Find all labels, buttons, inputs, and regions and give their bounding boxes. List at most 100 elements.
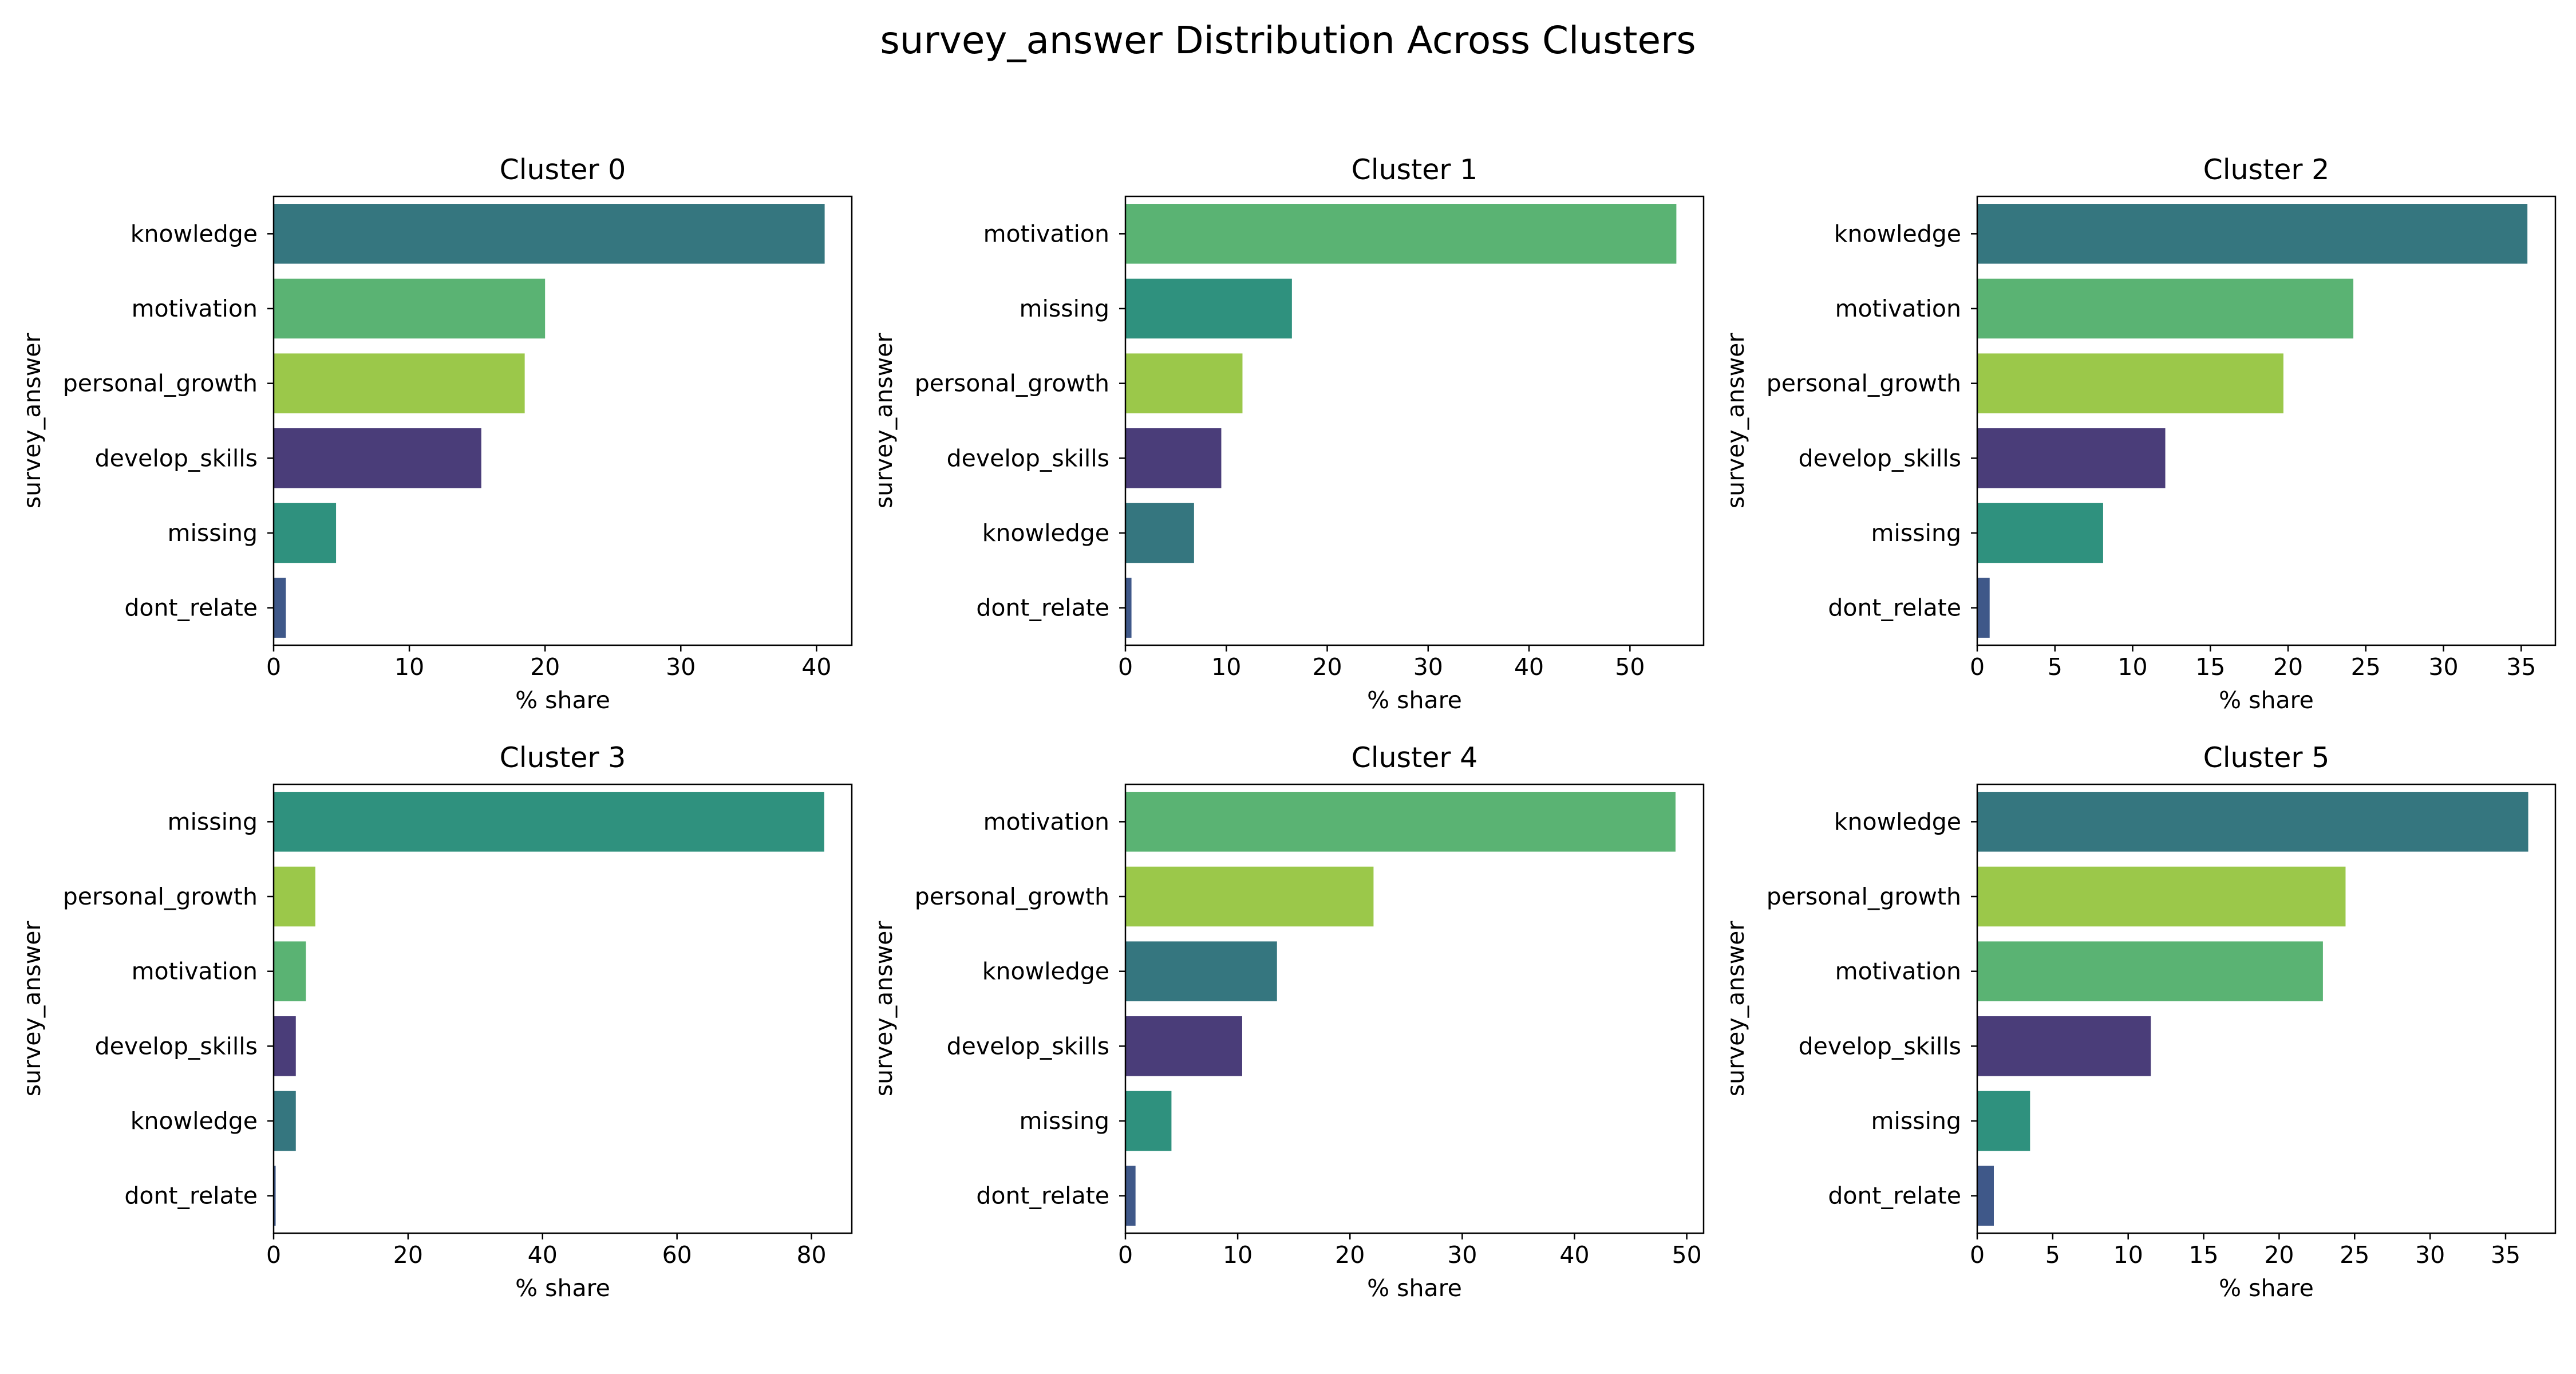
bar-develop_skills[interactable] [1125, 1016, 1242, 1076]
y-tick-label: dont_relate [1828, 1182, 1961, 1210]
x-tick-label: 5 [2048, 653, 2063, 681]
x-tick-label: 0 [1970, 1241, 1985, 1269]
bar-knowledge[interactable] [1977, 792, 2528, 852]
y-axis-label: survey_answer [18, 921, 46, 1097]
cluster-1-panel: motivation missing personal_growth develop_… [870, 153, 1705, 714]
bar-motivation[interactable] [274, 278, 546, 339]
bar-missing[interactable] [1977, 503, 2103, 563]
x-tick-label: 40 [1559, 1241, 1589, 1269]
bar-personal_growth[interactable] [274, 866, 315, 927]
y-tick-label: personal_growth [915, 370, 1109, 397]
bar-develop_skills[interactable] [1125, 428, 1222, 488]
cluster-0-panel: knowledge motivation personal_growthdevelo… [18, 153, 853, 714]
x-tick-label: 40 [801, 653, 831, 681]
bar-knowledge[interactable] [1977, 204, 2528, 264]
x-tick-label: 30 [666, 653, 696, 681]
bar-dont_relate[interactable] [1125, 1166, 1136, 1226]
x-tick-label: 30 [1413, 653, 1443, 681]
bar-personal_growth[interactable] [274, 353, 525, 413]
y-tick-label: dont_relate [124, 1182, 258, 1210]
bar-personal_growth[interactable] [1125, 353, 1243, 413]
bar-dont_relate[interactable] [1125, 578, 1132, 638]
y-tick-label: knowledge [1834, 220, 1961, 247]
axes-frame [272, 195, 853, 646]
cluster-5-panel: knowledge personal_growth motivation develo… [1722, 741, 2557, 1302]
x-tick-label: 20 [1312, 653, 1342, 681]
x-tick-label: 5 [2045, 1241, 2060, 1269]
y-tick-label: knowledge [982, 958, 1109, 985]
bar-dont_relate[interactable] [1977, 1166, 1994, 1226]
y-tick-label: knowledge [982, 519, 1109, 547]
bar-personal_growth[interactable] [1977, 353, 2283, 413]
bar-motivation[interactable] [1977, 941, 2323, 1001]
x-tick-label: 50 [1615, 653, 1645, 681]
y-tick-label: develop_skills [95, 1032, 258, 1060]
cluster-2-panel: knowledge motivation personal_growthdevelo… [1722, 153, 2557, 714]
bar-develop_skills[interactable] [1977, 428, 2166, 488]
x-tick-label: 30 [2415, 1241, 2445, 1269]
y-tick-label: personal_growth [1767, 370, 1961, 397]
x-axis-label: % share [515, 686, 610, 714]
x-tick-label: 20 [2264, 1241, 2294, 1269]
y-tick-label: motivation [983, 808, 1109, 835]
page-title: survey_answer Distribution Across Cluste… [880, 18, 1696, 62]
x-tick-label: 10 [2117, 653, 2147, 681]
y-tick-label: motivation [132, 958, 258, 985]
x-tick-label: 0 [1118, 653, 1133, 681]
bar-develop_skills[interactable] [274, 1016, 296, 1076]
bar-dont_relate[interactable] [1977, 578, 1990, 638]
bar-missing[interactable] [1977, 1091, 2030, 1151]
bar-motivation[interactable] [1125, 792, 1676, 852]
x-tick-label: 0 [1970, 653, 1985, 681]
cluster-title: Cluster 4 [1352, 741, 1478, 774]
x-tick-label: 30 [1447, 1241, 1477, 1269]
bar-knowledge[interactable] [1125, 941, 1277, 1001]
x-tick-label: 20 [393, 1241, 423, 1269]
x-tick-label: 30 [2428, 653, 2458, 681]
x-tick-label: 80 [796, 1241, 826, 1269]
x-tick-label: 20 [2273, 653, 2303, 681]
x-tick-label: 0 [1118, 1241, 1133, 1269]
x-tick-label: 10 [1211, 653, 1241, 681]
bar-missing[interactable] [1125, 1091, 1172, 1151]
bar-knowledge[interactable] [274, 204, 825, 264]
bar-knowledge[interactable] [274, 1091, 296, 1151]
bar-develop_skills[interactable] [1977, 1016, 2151, 1076]
bar-personal_growth[interactable] [1977, 866, 2346, 927]
x-tick-label: 25 [2351, 653, 2381, 681]
x-tick-label: 40 [528, 1241, 558, 1269]
bar-dont_relate[interactable] [274, 578, 286, 638]
bar-develop_skills[interactable] [274, 428, 481, 488]
y-tick-label: dont_relate [976, 594, 1109, 622]
y-tick-label: motivation [1835, 958, 1961, 985]
y-tick-label: motivation [132, 295, 258, 322]
x-tick-label: 20 [530, 653, 560, 681]
y-tick-label: personal_growth [1767, 883, 1961, 910]
x-tick-label: 10 [2113, 1241, 2143, 1269]
y-tick-label: dont_relate [1828, 594, 1961, 622]
y-tick-label: personal_growth [915, 883, 1109, 910]
bar-missing[interactable] [274, 792, 824, 852]
cluster-title: Cluster 0 [500, 153, 626, 186]
bar-dont_relate[interactable] [274, 1166, 276, 1226]
y-tick-label: develop_skills [947, 444, 1109, 472]
axes-frame [272, 783, 853, 1234]
bar-personal_growth[interactable] [1125, 866, 1374, 927]
bar-knowledge[interactable] [1125, 503, 1194, 563]
axes-frame [1124, 783, 1705, 1234]
y-tick-label: develop_skills [947, 1032, 1109, 1060]
y-tick-label: knowledge [131, 220, 258, 247]
x-axis-label: % share [1367, 1274, 1462, 1302]
bar-motivation[interactable] [274, 941, 306, 1001]
cluster-title: Cluster 2 [2203, 153, 2330, 186]
bar-motivation[interactable] [1977, 278, 2354, 339]
y-axis-label: survey_answer [1722, 333, 1749, 509]
cluster-title: Cluster 5 [2203, 741, 2330, 774]
bar-missing[interactable] [1125, 278, 1292, 339]
y-tick-label: knowledge [1834, 808, 1961, 835]
bar-motivation[interactable] [1125, 204, 1677, 264]
bar-missing[interactable] [274, 503, 337, 563]
x-axis-label: % share [2219, 1274, 2314, 1302]
y-axis-label: survey_answer [1722, 921, 1749, 1097]
